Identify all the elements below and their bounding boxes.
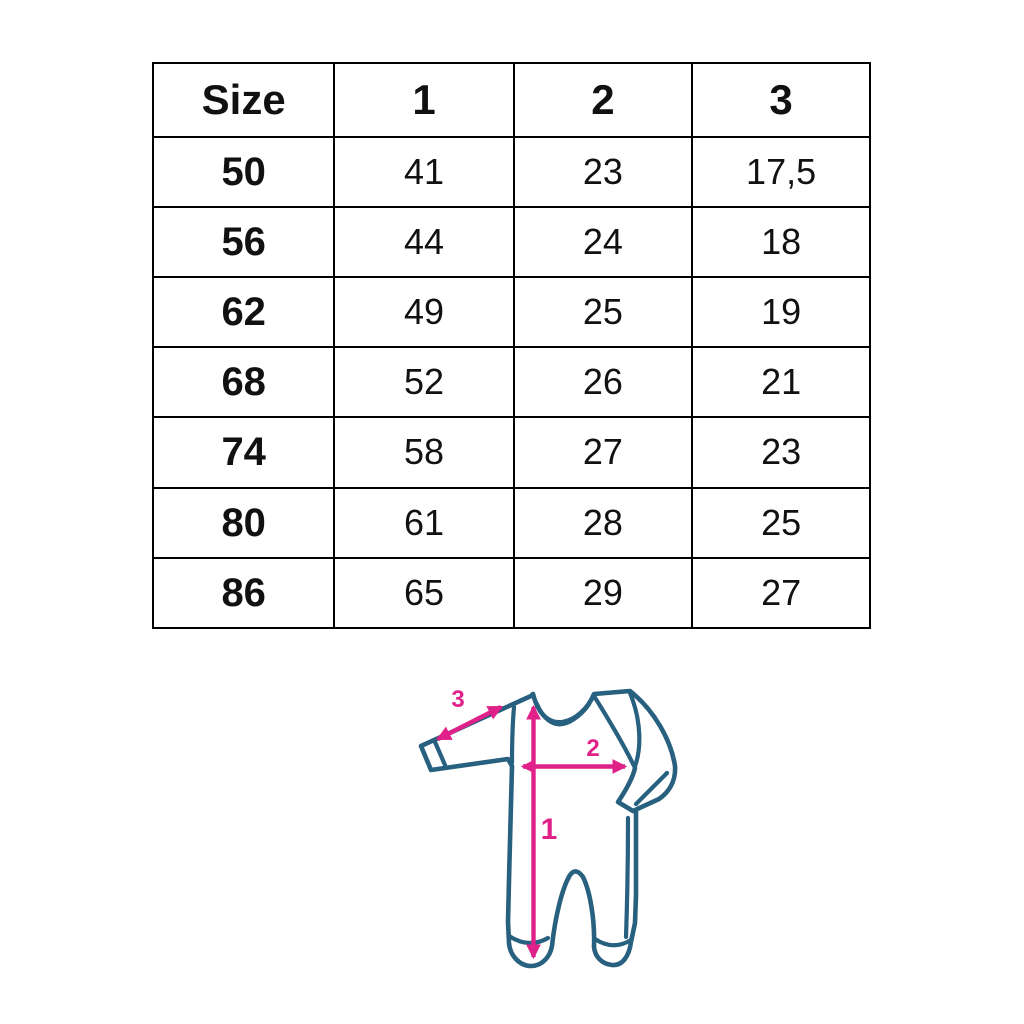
- inner-collar-icon: [534, 701, 592, 727]
- header-size: Size: [151, 62, 336, 138]
- size-cell: 86: [151, 556, 336, 630]
- arrow-sleeve-icon: [435, 705, 504, 741]
- table-row: 68 52 26 21: [151, 346, 871, 419]
- value-cell: 44: [333, 205, 515, 278]
- value-cell: 23: [691, 416, 871, 489]
- header-measure-2: 2: [512, 62, 694, 138]
- table-row: 50 41 23 17,5: [151, 135, 871, 208]
- arrow-label-length: 1: [541, 813, 558, 846]
- value-cell: 17,5: [691, 135, 871, 208]
- size-cell: 62: [151, 275, 336, 349]
- value-cell: 18: [691, 205, 871, 278]
- value-cell: 65: [333, 556, 515, 630]
- value-cell: 28: [512, 486, 694, 559]
- value-cell: 25: [691, 486, 871, 559]
- right-leg-seam-icon: [623, 815, 631, 940]
- header-measure-1: 1: [333, 62, 515, 138]
- table-row: 74 58 27 23: [151, 416, 871, 489]
- table-row: 86 65 29 27: [151, 556, 871, 630]
- left-cuff-seam-icon: [432, 739, 448, 768]
- size-cell: 80: [151, 486, 336, 559]
- value-cell: 24: [512, 205, 694, 278]
- value-cell: 19: [691, 275, 871, 349]
- table-row: 80 61 28 25: [151, 486, 871, 559]
- value-cell: 61: [333, 486, 515, 559]
- measurement-diagram: 1 2 3: [390, 660, 690, 1020]
- value-cell: 58: [333, 416, 515, 489]
- size-cell: 68: [151, 346, 336, 419]
- value-cell: 26: [512, 346, 694, 419]
- left-body-seam-icon: [509, 704, 517, 766]
- left-foot-line-icon: [506, 933, 551, 946]
- value-cell: 41: [333, 135, 515, 208]
- size-chart: Size 1 2 3 50 41 23 17,5 56 44 24 18 62 …: [151, 62, 871, 630]
- value-cell: 25: [512, 275, 694, 349]
- value-cell: 27: [512, 416, 694, 489]
- value-cell: 29: [512, 556, 694, 630]
- right-cuff-seam-icon: [633, 770, 670, 807]
- size-cell: 56: [151, 205, 336, 278]
- arrow-label-sleeve: 3: [451, 686, 464, 713]
- size-table: Size 1 2 3 50 41 23 17,5 56 44 24 18 62 …: [151, 62, 871, 630]
- value-cell: 21: [691, 346, 871, 419]
- right-foot-line-icon: [592, 936, 634, 948]
- raglan-seam-icon: [591, 693, 637, 769]
- value-cell: 27: [691, 556, 871, 630]
- table-row: 62 49 25 19: [151, 275, 871, 349]
- size-cell: 50: [151, 135, 336, 208]
- romper-figure: 1 2 3: [418, 686, 678, 969]
- value-cell: 23: [512, 135, 694, 208]
- arrow-label-chest: 2: [586, 735, 599, 762]
- value-cell: 49: [333, 275, 515, 349]
- romper-body-icon: [418, 691, 639, 969]
- value-cell: 52: [333, 346, 515, 419]
- table-header-row: Size 1 2 3: [151, 62, 871, 138]
- size-cell: 74: [151, 416, 336, 489]
- sleeve-front-seam-icon: [627, 690, 642, 769]
- header-measure-3: 3: [691, 62, 871, 138]
- table-row: 56 44 24 18: [151, 205, 871, 278]
